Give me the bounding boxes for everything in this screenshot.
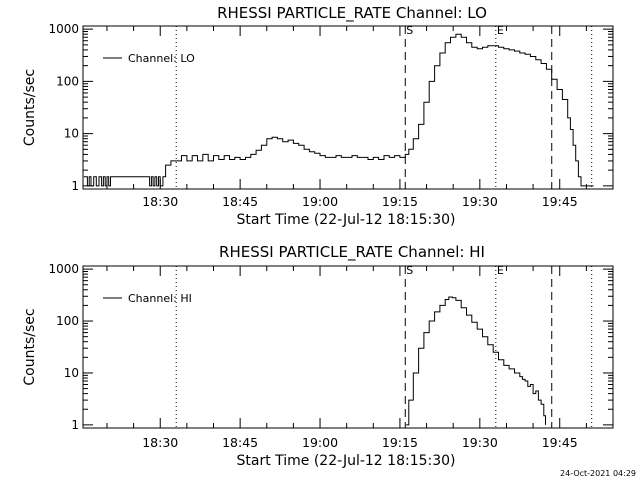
legend-label: Channel: HI	[128, 292, 192, 305]
y-tick-label: 100	[56, 74, 79, 88]
y-axis-label: Counts/sec	[22, 69, 38, 146]
panel-lo: RHESSI PARTICLE_RATE Channel: LO 1 10 100 10…	[22, 4, 614, 228]
y-tick-label: 1000	[48, 262, 79, 276]
x-tick-label: 19:00	[302, 435, 338, 450]
x-tick-label: 19:45	[542, 194, 578, 209]
x-tick-label: 19:30	[462, 435, 498, 450]
y-tick-label: 1	[71, 179, 79, 193]
y-tick-label: 10	[64, 366, 79, 380]
panel-hi: RHESSI PARTICLE_RATE Channel: HI 1 10 100 10…	[22, 243, 614, 469]
x-tick-label: 18:45	[222, 435, 258, 450]
x-tick-label: 19:45	[542, 435, 578, 450]
chart-title: RHESSI PARTICLE_RATE Channel: LO	[217, 4, 487, 23]
legend-label: Channel: LO	[128, 52, 195, 65]
x-tick-label: 19:00	[302, 194, 338, 209]
x-tick-label: 19:15	[382, 194, 418, 209]
x-tick-label: 18:45	[222, 194, 258, 209]
series-line	[406, 296, 546, 426]
x-tick-label: 18:30	[142, 435, 178, 450]
y-tick-label: 1000	[48, 22, 79, 36]
y-tick-label: 1	[71, 418, 79, 432]
marker-label: E	[497, 264, 504, 277]
footer-timestamp: 24-Oct-2021 04:29	[560, 469, 636, 478]
x-tick-label: 19:30	[462, 194, 498, 209]
marker-label: S	[406, 264, 413, 277]
marker-label: S	[406, 24, 413, 37]
series-line	[83, 33, 594, 187]
x-tick-label: 18:30	[142, 194, 178, 209]
x-axis-label: Start Time (22-Jul-12 18:15:30)	[236, 453, 455, 469]
y-tick-label: 10	[64, 127, 79, 141]
y-tick-label: 100	[56, 314, 79, 328]
plot-frame	[82, 25, 614, 190]
x-tick-label: 19:15	[382, 435, 418, 450]
chart-title: RHESSI PARTICLE_RATE Channel: HI	[219, 243, 485, 262]
y-axis-label: Counts/sec	[22, 308, 38, 385]
x-axis-label: Start Time (22-Jul-12 18:15:30)	[236, 212, 455, 228]
marker-label: E	[497, 24, 504, 37]
plot-frame	[82, 265, 614, 429]
